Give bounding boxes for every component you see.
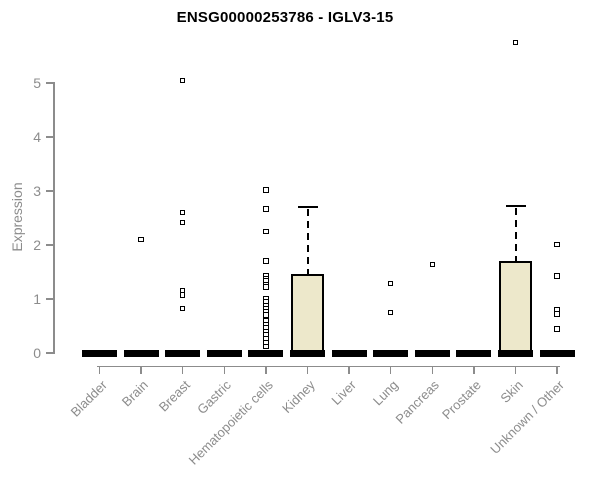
outlier-point [263,206,269,212]
y-axis-label: Expression [9,182,25,252]
zero-median-bar [206,349,242,357]
y-tick-label: 2 [33,237,41,253]
outlier-point [263,312,269,318]
x-axis-tick [348,365,350,374]
x-axis-tick [514,365,517,374]
y-tick-label: 4 [33,129,41,145]
outlier-point [554,326,560,332]
y-axis-tick [46,190,53,192]
outlier-point [138,236,144,243]
outlier-point [263,187,269,193]
zero-median-bar [248,349,284,357]
outlier-point [263,228,269,235]
zero-median-bar [123,349,159,357]
outlier-point [554,241,560,248]
x-axis-tick [223,365,226,374]
chart-title: ENSG00000253786 - IGLV3-15 [176,9,394,26]
y-axis-tick [46,298,53,300]
outlier-point [387,280,394,287]
y-tick-label: 5 [33,75,41,91]
x-axis-tick [181,365,184,374]
y-axis-tick [46,244,53,246]
outlier-point [179,209,186,216]
zero-median-bar [82,349,117,357]
outlier-point [554,311,560,317]
whisker-line [514,208,517,262]
y-axis-line [53,82,55,354]
box-plot-box [291,274,324,357]
outlier-point [179,292,186,298]
outlier-point [263,284,269,290]
outlier-point [387,309,394,316]
zero-median-bar [456,349,492,357]
x-axis-tick [389,365,392,374]
whisker-cap [505,204,526,208]
y-axis-tick [46,136,53,138]
zero-median-bar [498,349,533,357]
zero-median-bar [290,349,325,357]
outlier-point [179,219,186,226]
whisker-line [306,209,309,275]
outlier-point [429,261,436,268]
box-plot-box [499,261,532,357]
x-axis-tick [556,365,558,374]
outlier-point [263,343,269,350]
zero-median-bar [539,349,575,357]
outlier-point [512,39,519,46]
x-axis-tick [473,365,475,374]
x-axis-tick [265,365,267,374]
outlier-point [263,258,269,264]
x-axis-tick [306,365,309,374]
whisker-cap [297,205,318,209]
y-tick-label: 3 [33,183,41,199]
y-tick-label: 0 [33,345,41,361]
y-axis-tick [46,352,53,354]
outlier-point [179,77,186,84]
outlier-point [554,273,560,279]
x-axis-tick [140,365,142,374]
zero-median-bar [414,349,450,357]
x-axis-line [97,365,560,367]
zero-median-bar [373,349,409,357]
x-axis-tick [431,365,434,374]
zero-median-bar [331,349,367,357]
y-tick-label: 1 [33,291,41,307]
zero-median-bar [165,349,201,357]
x-axis-tick [98,365,101,374]
outlier-point [179,305,186,312]
y-axis-tick [46,82,53,84]
